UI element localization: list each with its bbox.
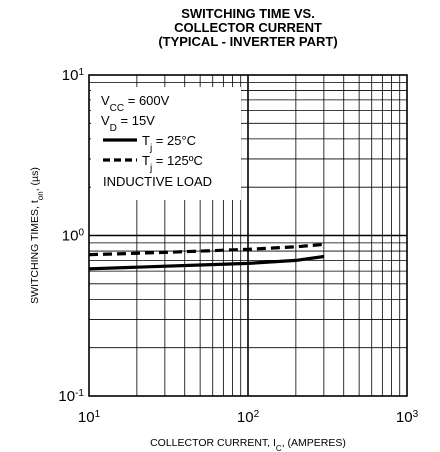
tick-labels: 101 102 103 101 100 10-1 — [58, 67, 418, 427]
series-line-solid — [88, 254, 325, 271]
axis-labels: COLLECTOR CURRENT, IC, (AMPERES) SWITCHIN… — [29, 167, 346, 452]
chart-title-line: COLLECTOR CURRENT — [174, 20, 322, 35]
y-tick-label: 10-1 — [58, 388, 84, 406]
legend-series-label: Tj = 25°C — [142, 133, 196, 154]
series-line-dashed — [88, 242, 325, 257]
y-tick-label: 101 — [62, 67, 85, 85]
x-tick-label: 102 — [237, 409, 260, 427]
legend-condition: VD = 15V — [101, 113, 155, 134]
x-tick-label: 101 — [78, 409, 101, 427]
x-tick-label: 103 — [396, 409, 419, 427]
series-lines — [88, 242, 325, 271]
plot-frame — [88, 74, 408, 397]
y-tick-label: 100 — [62, 227, 85, 245]
x-axis-label: COLLECTOR CURRENT, IC, (AMPERES) — [150, 437, 346, 452]
legend-note: INDUCTIVE LOAD — [103, 174, 212, 189]
chart-title-line: (TYPICAL - INVERTER PART) — [158, 34, 337, 49]
y-axis-label: SWITCHING TIMES, ton, (µs) — [29, 167, 45, 304]
legend-series-label: Tj = 125ºC — [142, 153, 203, 174]
legend-background — [91, 87, 241, 200]
legend-condition: VCC = 600V — [101, 93, 170, 114]
chart-title-line: SWITCHING TIME VS. — [181, 6, 315, 21]
chart-title: SWITCHING TIME VS.COLLECTOR CURRENT(TYPI… — [158, 6, 337, 49]
